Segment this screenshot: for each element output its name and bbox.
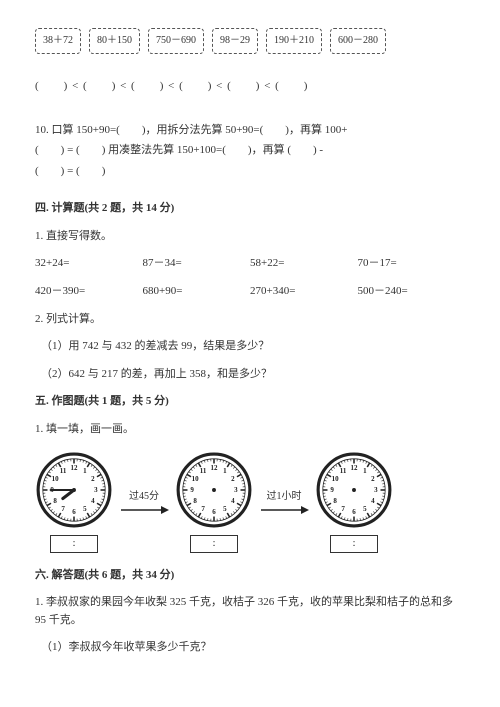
sec6-q1: 1. 李叔叔家的果园今年收梨 325 千克，收桔子 326 千克，收的苹果比梨和… [35, 594, 465, 629]
svg-text:2: 2 [231, 475, 235, 483]
svg-text:9: 9 [190, 486, 194, 494]
svg-text:8: 8 [53, 497, 57, 505]
q10-line2: ( ) = ( ) 用凑整法先算 150+100=( )，再算 ( ) - [35, 140, 465, 161]
expr-box: 38＋72 [35, 28, 81, 54]
svg-text:7: 7 [201, 505, 205, 513]
calc-cell: 87－34= [143, 255, 251, 273]
svg-text:12: 12 [211, 464, 219, 472]
expr-box: 190＋210 [266, 28, 322, 54]
time-box-2: : [190, 535, 238, 553]
expression-row: 38＋72 80＋150 750－690 98－29 190＋210 600－2… [35, 28, 465, 54]
svg-text:5: 5 [223, 505, 227, 513]
clock-face-icon: 123456789101112 [315, 451, 393, 529]
arrow-right-icon [259, 505, 309, 515]
expr-box: 98－29 [212, 28, 258, 54]
ordering-blanks: ( ) < ( ) < ( ) < ( ) < ( ) < ( ) [35, 78, 465, 96]
svg-text:7: 7 [341, 505, 345, 513]
clock-1: 123456789101112 : [35, 451, 113, 553]
expr-box: 600－280 [330, 28, 386, 54]
svg-text:4: 4 [91, 497, 95, 505]
question-10: 10. 口算 150+90=( )，用拆分法先算 50+90=( )，再算 10… [35, 120, 465, 183]
clock-3: 123456789101112 : [315, 451, 393, 553]
svg-text:1: 1 [223, 467, 227, 475]
svg-text:3: 3 [94, 486, 98, 494]
svg-text:5: 5 [83, 505, 87, 513]
svg-text:3: 3 [374, 486, 378, 494]
svg-text:10: 10 [332, 475, 340, 483]
calc-cell: 58+22= [250, 255, 358, 273]
svg-text:4: 4 [231, 497, 235, 505]
svg-text:3: 3 [234, 486, 238, 494]
time-box-1: : [50, 535, 98, 553]
clock-2: 123456789101112 : [175, 451, 253, 553]
sec5-q1: 1. 填一填，画一画。 [35, 421, 465, 439]
arrow-1-label: 过45分 [129, 489, 159, 505]
q10-line3: ( ) = ( ) [35, 161, 465, 182]
expr-box: 80＋150 [89, 28, 140, 54]
calc-cell: 32+24= [35, 255, 143, 273]
svg-text:2: 2 [91, 475, 95, 483]
sec4-q2: 2. 列式计算。 [35, 311, 465, 329]
arrow-right-icon [119, 505, 169, 515]
svg-text:8: 8 [333, 497, 337, 505]
svg-text:1: 1 [83, 467, 87, 475]
svg-text:6: 6 [72, 507, 76, 515]
svg-text:10: 10 [52, 475, 60, 483]
calc-row-1: 32+24= 87－34= 58+22= 70－17= [35, 255, 465, 273]
sec4-q2a: （1）用 742 与 432 的差减去 99，结果是多少？ [41, 338, 465, 356]
clock-face-icon: 123456789101112 [175, 451, 253, 529]
svg-text:12: 12 [71, 464, 79, 472]
svg-text:11: 11 [60, 467, 67, 475]
calc-cell: 680+90= [143, 283, 251, 301]
svg-text:4: 4 [371, 497, 375, 505]
sec6-q1a: （1）李叔叔今年收苹果多少千克？ [41, 639, 465, 657]
calc-cell: 270+340= [250, 283, 358, 301]
clock-face-icon: 123456789101112 [35, 451, 113, 529]
svg-text:8: 8 [193, 497, 197, 505]
svg-text:7: 7 [61, 505, 65, 513]
svg-text:2: 2 [371, 475, 375, 483]
calc-cell: 500－240= [358, 283, 466, 301]
sec4-q2b: （2）642 与 217 的差，再加上 358，和是多少？ [41, 366, 465, 384]
svg-text:11: 11 [340, 467, 347, 475]
section-4-title: 四. 计算题(共 2 题，共 14 分) [35, 200, 465, 218]
svg-text:9: 9 [330, 486, 334, 494]
svg-text:10: 10 [192, 475, 200, 483]
svg-text:1: 1 [363, 467, 367, 475]
arrow-2: 过1小时 [259, 489, 309, 515]
arrow-1: 过45分 [119, 489, 169, 515]
svg-text:11: 11 [200, 467, 207, 475]
time-box-3: : [330, 535, 378, 553]
svg-text:12: 12 [351, 464, 359, 472]
calc-row-2: 420－390= 680+90= 270+340= 500－240= [35, 283, 465, 301]
expr-box: 750－690 [148, 28, 204, 54]
arrow-2-label: 过1小时 [267, 489, 302, 505]
clock-row: 123456789101112 : 过45分 123456789101112 :… [35, 451, 465, 553]
svg-text:5: 5 [363, 505, 367, 513]
calc-cell: 420－390= [35, 283, 143, 301]
sec4-q1: 1. 直接写得数。 [35, 228, 465, 246]
svg-text:6: 6 [352, 507, 356, 515]
svg-text:6: 6 [212, 507, 216, 515]
calc-cell: 70－17= [358, 255, 466, 273]
section-6-title: 六. 解答题(共 6 题，共 34 分) [35, 567, 465, 585]
q10-line1: 10. 口算 150+90=( )，用拆分法先算 50+90=( )，再算 10… [35, 120, 465, 141]
section-5-title: 五. 作图题(共 1 题，共 5 分) [35, 393, 465, 411]
